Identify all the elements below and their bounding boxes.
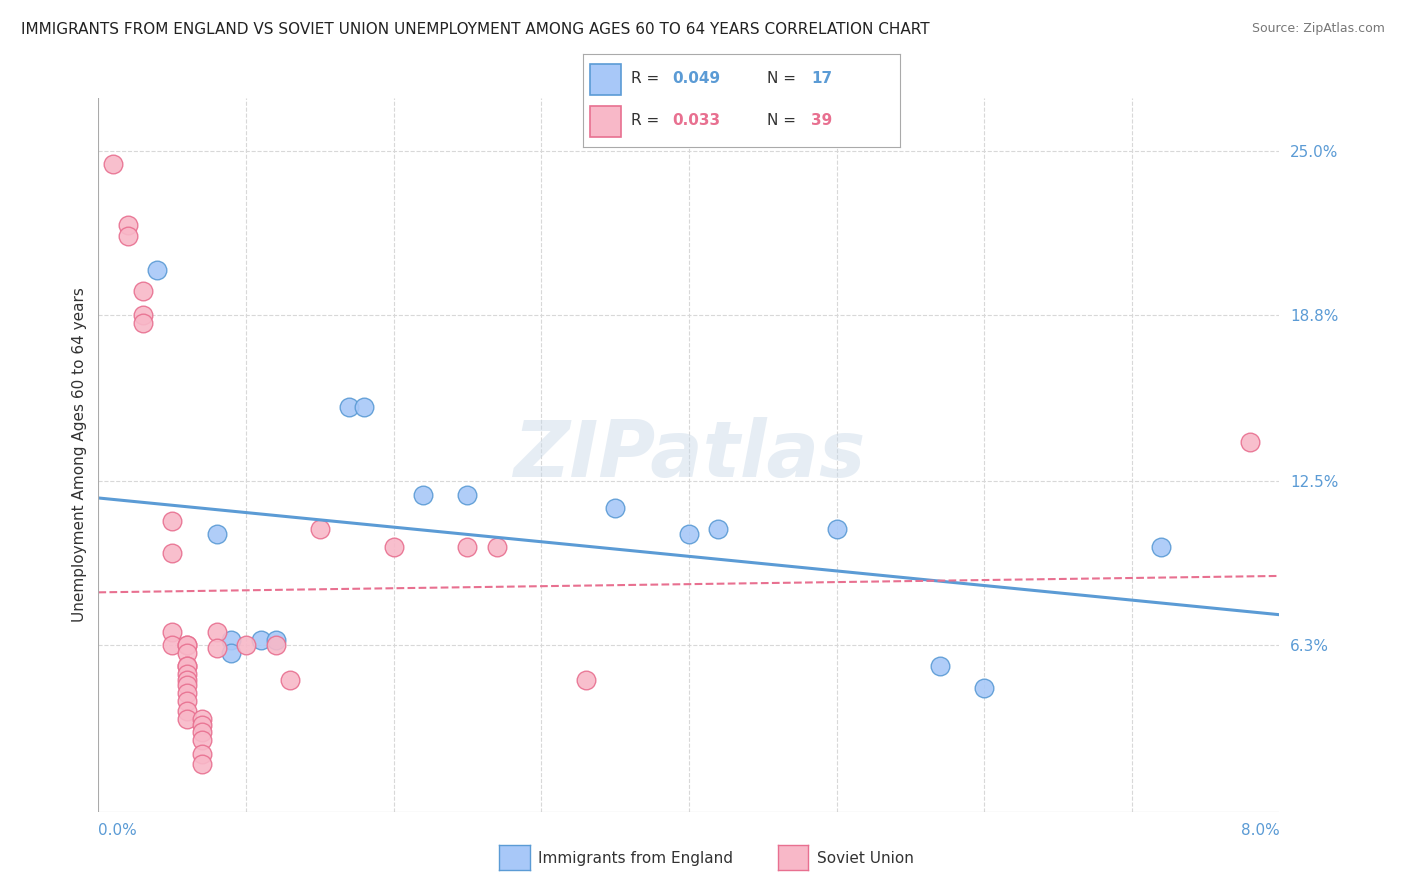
Point <box>264 638 287 652</box>
FancyBboxPatch shape <box>591 106 621 136</box>
Point <box>146 263 169 277</box>
Text: 39: 39 <box>811 113 832 128</box>
Text: 0.0%: 0.0% <box>98 823 138 838</box>
FancyBboxPatch shape <box>591 64 621 95</box>
Point <box>337 401 360 415</box>
Text: Soviet Union: Soviet Union <box>817 851 914 865</box>
Point <box>605 500 627 515</box>
Point <box>132 284 155 298</box>
Text: IMMIGRANTS FROM ENGLAND VS SOVIET UNION UNEMPLOYMENT AMONG AGES 60 TO 64 YEARS C: IMMIGRANTS FROM ENGLAND VS SOVIET UNION … <box>21 22 929 37</box>
Text: Immigrants from England: Immigrants from England <box>538 851 734 865</box>
Point <box>176 686 198 700</box>
Point <box>176 673 198 687</box>
Point <box>117 218 139 232</box>
Text: N =: N = <box>768 113 801 128</box>
Text: 17: 17 <box>811 71 832 87</box>
Point <box>382 541 405 555</box>
Point <box>1150 541 1173 555</box>
Point <box>117 228 139 243</box>
Point <box>103 157 125 171</box>
Point <box>162 638 183 652</box>
Point <box>176 659 198 673</box>
Text: N =: N = <box>768 71 801 87</box>
Point <box>191 747 214 761</box>
Point <box>456 487 478 501</box>
Y-axis label: Unemployment Among Ages 60 to 64 years: Unemployment Among Ages 60 to 64 years <box>72 287 87 623</box>
Point <box>219 646 242 660</box>
Point <box>191 757 214 772</box>
Point <box>1239 434 1261 449</box>
Point <box>191 712 214 726</box>
Point <box>928 659 950 673</box>
Point <box>191 717 214 731</box>
Point <box>250 632 273 647</box>
Point <box>176 646 198 660</box>
Point <box>176 678 198 692</box>
Point <box>456 541 478 555</box>
Point <box>485 541 508 555</box>
Point <box>973 681 995 695</box>
Text: 0.033: 0.033 <box>672 113 720 128</box>
Point <box>132 308 155 322</box>
Point <box>176 694 198 708</box>
Point <box>353 401 375 415</box>
Text: ZIPatlas: ZIPatlas <box>513 417 865 493</box>
Point <box>176 638 198 652</box>
Text: R =: R = <box>631 113 664 128</box>
Point <box>176 712 198 726</box>
Text: R =: R = <box>631 71 664 87</box>
Point <box>176 667 198 681</box>
Point <box>205 527 228 541</box>
Point <box>162 546 183 560</box>
Point <box>176 704 198 718</box>
Point <box>412 487 434 501</box>
Point <box>162 514 183 528</box>
Point <box>278 673 302 687</box>
Point <box>205 625 228 640</box>
Point <box>162 625 183 640</box>
Point <box>132 316 155 330</box>
Point <box>825 522 848 536</box>
Text: Source: ZipAtlas.com: Source: ZipAtlas.com <box>1251 22 1385 36</box>
Point <box>219 632 242 647</box>
Point <box>176 638 198 652</box>
Point <box>308 522 332 536</box>
Point <box>235 638 257 652</box>
Point <box>264 632 287 647</box>
Point <box>574 673 596 687</box>
Point <box>176 659 198 673</box>
Point <box>707 522 730 536</box>
Text: 8.0%: 8.0% <box>1240 823 1279 838</box>
Text: 0.049: 0.049 <box>672 71 720 87</box>
Point <box>191 733 214 747</box>
Point <box>205 640 228 655</box>
Point <box>191 725 214 739</box>
Point <box>678 527 700 541</box>
